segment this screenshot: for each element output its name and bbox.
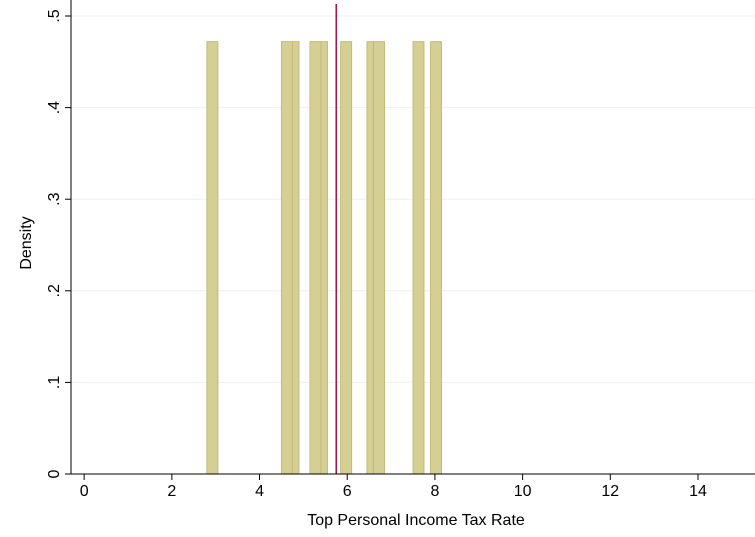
histogram-bar [320, 41, 328, 475]
x-tick-label: 10 [514, 483, 532, 500]
histogram-bars [206, 41, 442, 475]
y-tick-label: 0 [46, 469, 63, 478]
x-tick-label: 2 [167, 483, 176, 500]
histogram-bar [291, 41, 300, 475]
histogram-bar [309, 41, 322, 475]
axes [70, 0, 755, 475]
x-tick-label: 8 [430, 483, 439, 500]
histogram-bar [340, 41, 353, 475]
histogram-bar [430, 41, 442, 475]
y-tick-label: .4 [46, 101, 63, 114]
x-tick-label: 6 [343, 483, 352, 500]
x-tick-label: 12 [601, 483, 619, 500]
histogram-bar [373, 41, 385, 475]
histogram-bar [280, 41, 293, 475]
x-tick-label: 4 [255, 483, 264, 500]
y-axis-ticks: 0 .1 .2 .3 .4 .5 [46, 9, 71, 478]
histogram-bar [366, 41, 375, 475]
y-axis-title: Density [18, 216, 35, 269]
x-tick-label: 0 [80, 483, 89, 500]
y-tick-label: .1 [46, 376, 63, 389]
x-axis-ticks: 0 2 4 6 8 10 12 14 [80, 474, 707, 500]
x-tick-label: 14 [689, 483, 707, 500]
x-axis-title: Top Personal Income Tax Rate [307, 512, 525, 529]
y-tick-label: .5 [46, 9, 63, 22]
y-tick-label: .3 [46, 192, 63, 205]
histogram-bar [206, 41, 219, 475]
y-tick-label: .2 [46, 284, 63, 297]
histogram-bar [412, 41, 425, 475]
